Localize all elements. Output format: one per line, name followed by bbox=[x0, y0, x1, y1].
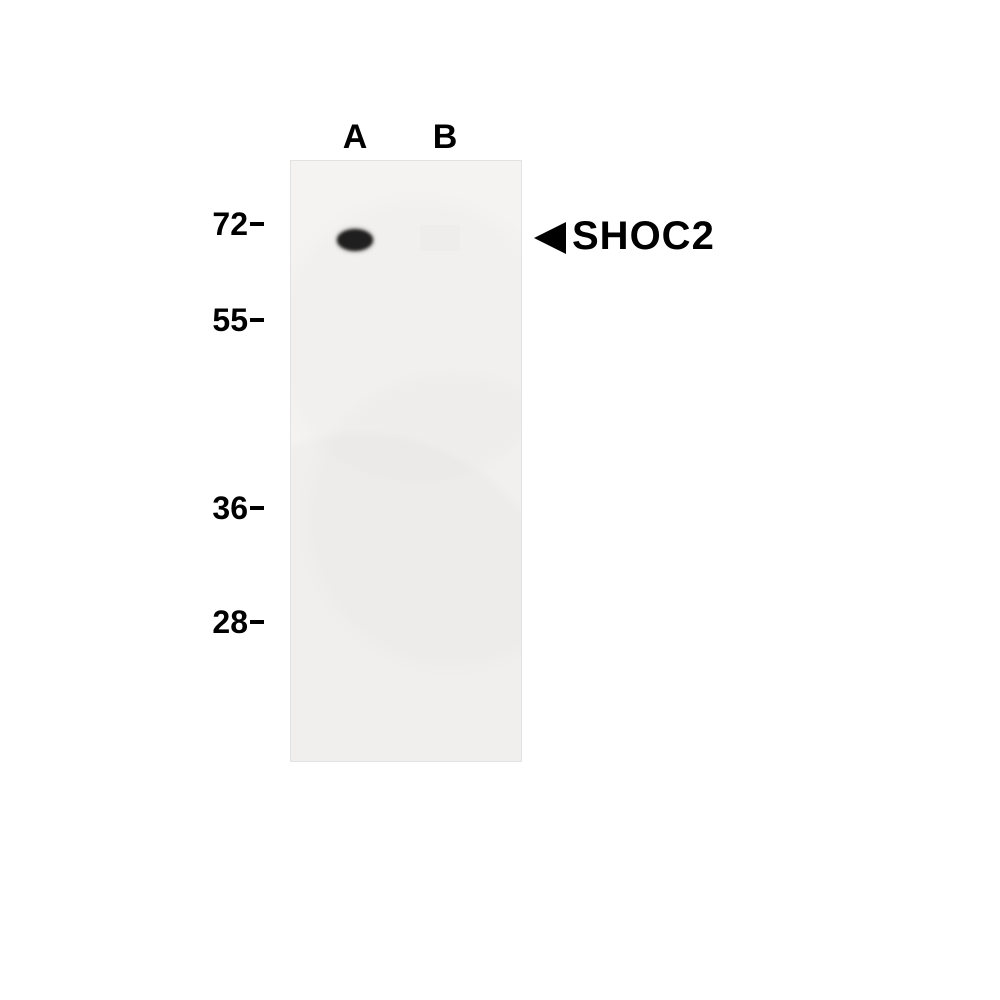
marker-28: 28 bbox=[178, 604, 248, 641]
blot-texture bbox=[291, 161, 521, 761]
target-label: SHOC2 bbox=[572, 214, 715, 259]
band-shoc2-laneA bbox=[337, 229, 373, 251]
marker-72: 72 bbox=[178, 206, 248, 243]
marker-36: 36 bbox=[178, 490, 248, 527]
marker-55-dash bbox=[250, 318, 264, 322]
target-arrow-icon bbox=[534, 222, 566, 254]
marker-72-dash bbox=[250, 222, 264, 226]
marker-36-dash bbox=[250, 506, 264, 510]
marker-55: 55 bbox=[178, 302, 248, 339]
lane-label-A: A bbox=[325, 118, 385, 157]
figure-canvas: { "figure": { "background_color": "#ffff… bbox=[0, 0, 1000, 1000]
marker-28-dash bbox=[250, 620, 264, 624]
lane-label-B: B bbox=[415, 118, 475, 157]
lane-B-blank-region bbox=[420, 225, 460, 251]
western-blot-strip bbox=[290, 160, 522, 762]
